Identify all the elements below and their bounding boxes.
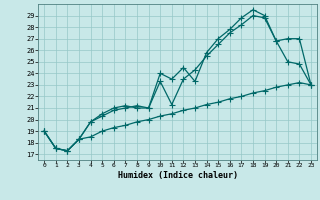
X-axis label: Humidex (Indice chaleur): Humidex (Indice chaleur) — [118, 171, 238, 180]
